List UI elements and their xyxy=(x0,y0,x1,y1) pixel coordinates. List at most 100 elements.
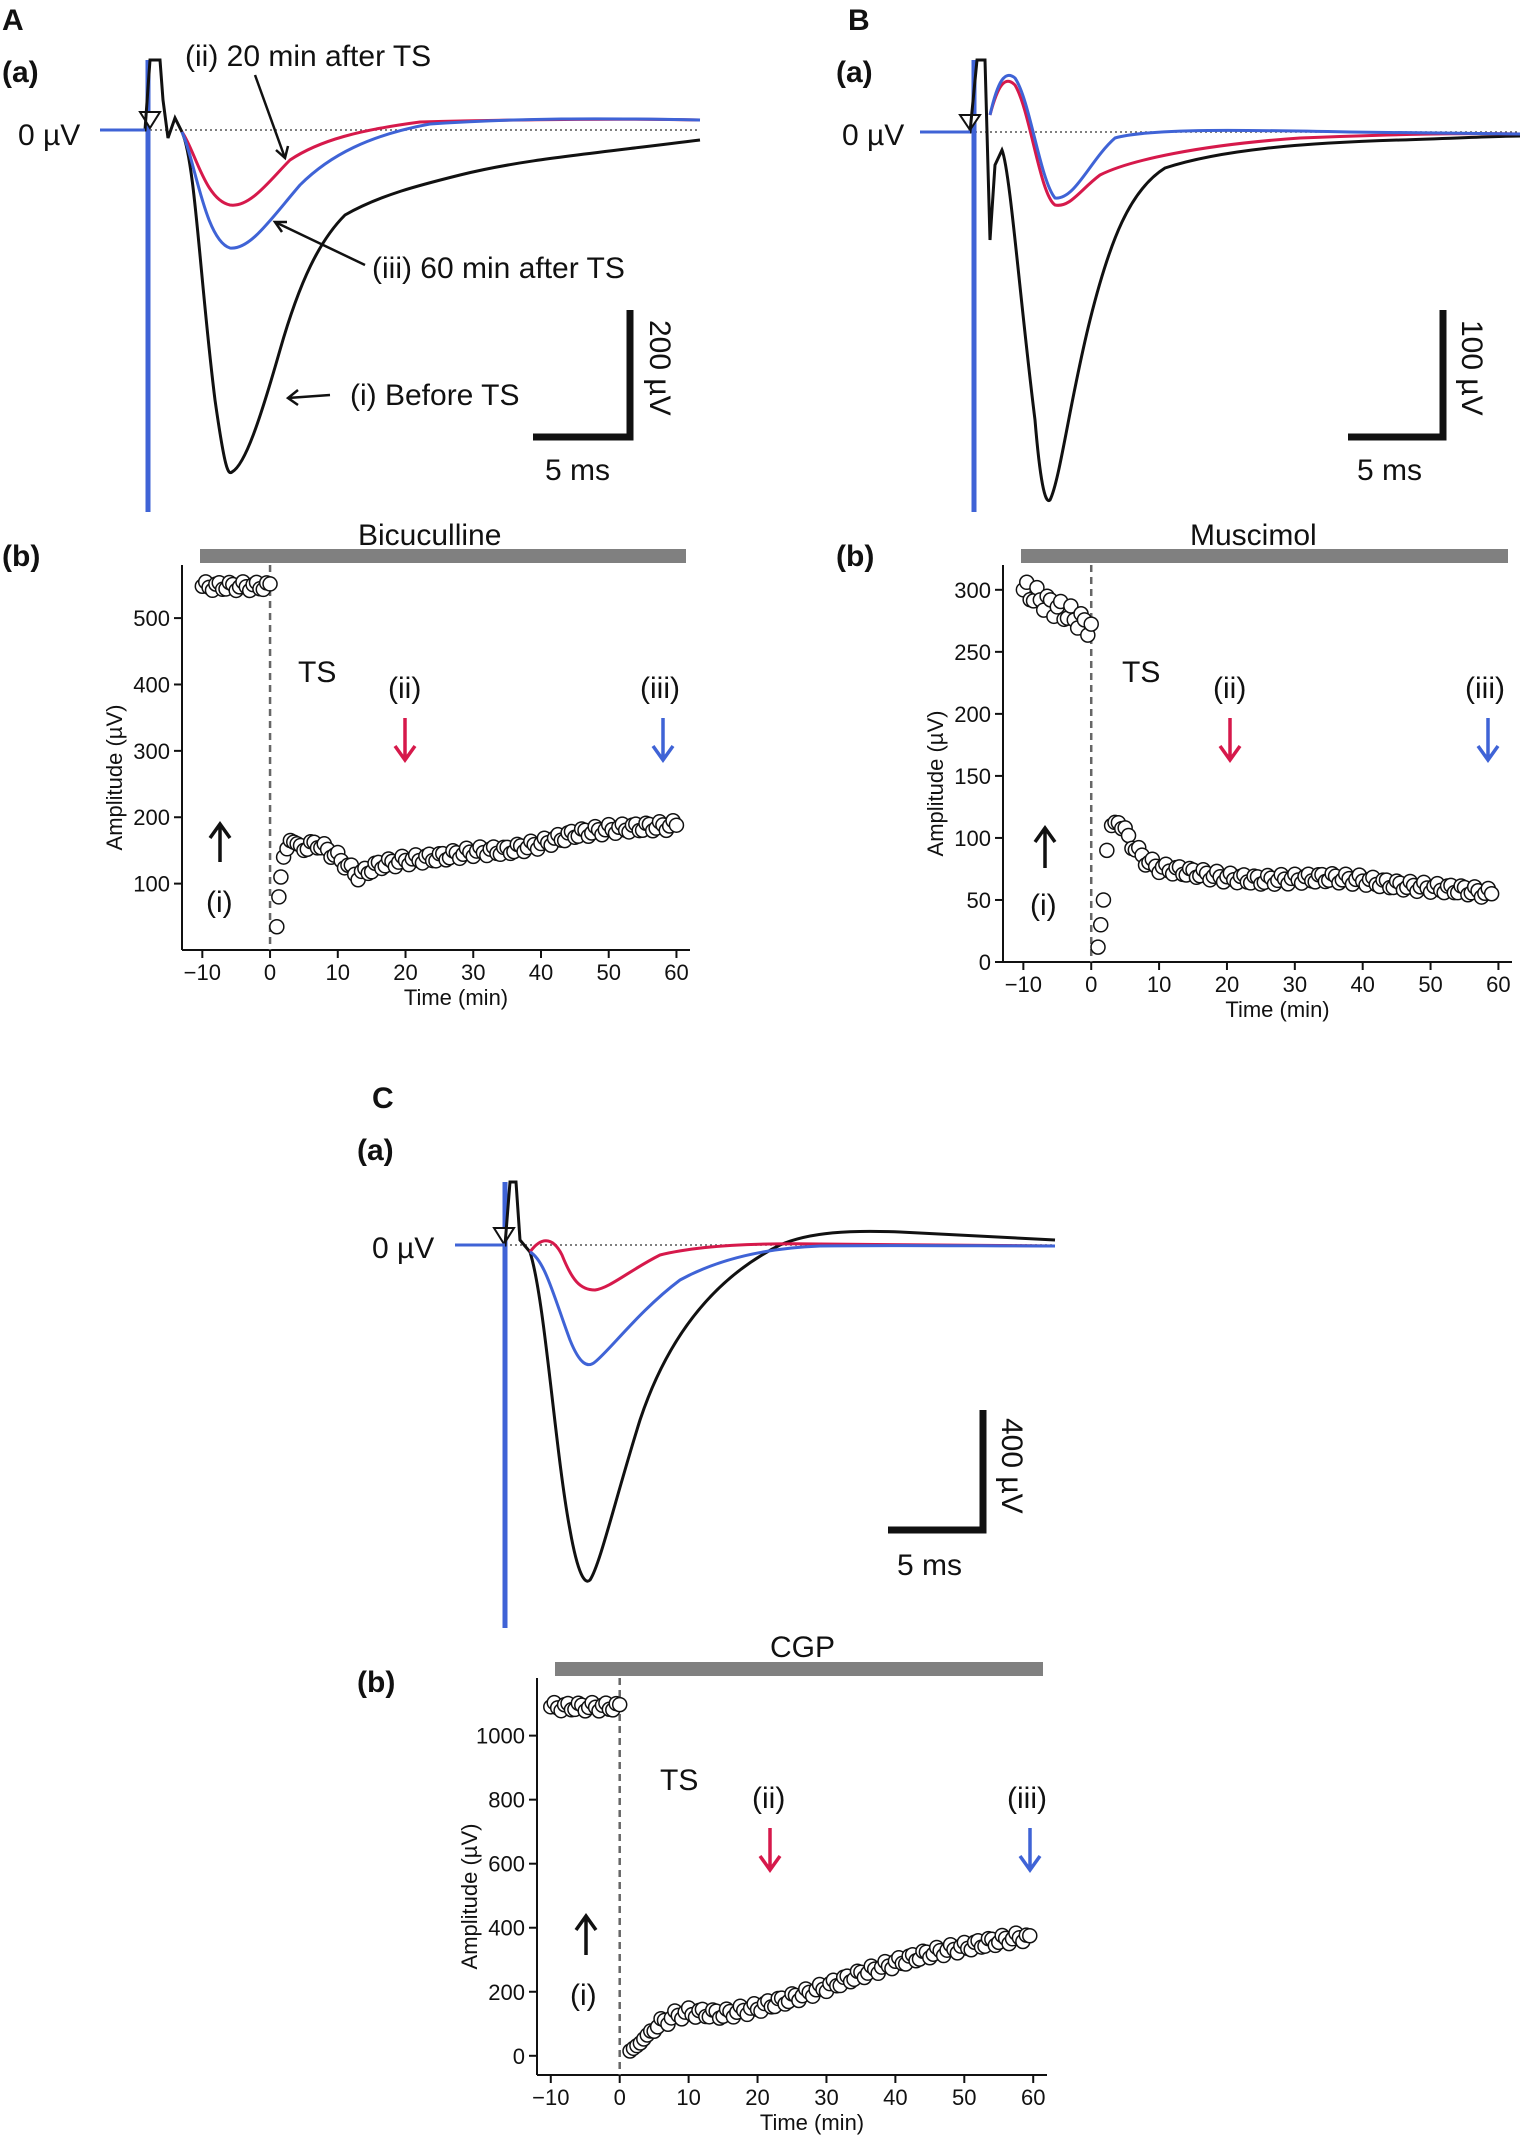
drug-label-a: Bicuculline xyxy=(358,519,501,552)
post-ts-point xyxy=(1092,917,1109,933)
arrow-iii-b xyxy=(1476,718,1500,764)
scatter-plot-a: −10 0 10 20 30 40 50 60 100 200 300 400 500 Time (min… xyxy=(102,549,690,1010)
post-ts-point xyxy=(273,869,289,885)
post-ts-point xyxy=(1099,842,1115,859)
arrow-label-ii-a: (ii) xyxy=(388,672,421,705)
x-tick-label-c: 0 xyxy=(614,2085,626,2110)
arrow-label-iii-a: (iii) xyxy=(640,672,680,705)
subpanel-label-b-b: (b) xyxy=(836,540,874,573)
arrow-label-ii-b: (ii) xyxy=(1213,672,1246,705)
annotation-arrowhead-ii-a xyxy=(275,145,290,161)
x-tick-label-b: 20 xyxy=(1215,972,1239,997)
drug-label-c: CGP xyxy=(770,1631,835,1664)
drug-bar-c xyxy=(555,1662,1043,1676)
panel-c: C (a) 0 µV 400 µV 5 ms (b) CGP −10 0 10 20 3… xyxy=(357,1082,1056,2135)
y-tick-label-c: 200 xyxy=(488,1980,525,2005)
y-tick-label-c: 400 xyxy=(488,1916,525,1941)
x-tick-label-c: 40 xyxy=(883,2085,907,2110)
trace-plot-a: 0 µV (ii) 20 min after TS (iii) 60 min a… xyxy=(18,40,701,512)
x-tick-label-a: 20 xyxy=(393,960,417,985)
x-tick-label-b: 50 xyxy=(1418,972,1442,997)
trace-20min-c xyxy=(455,1239,1056,1292)
stim-marker-c xyxy=(492,1227,516,1246)
trace-plot-c: 0 µV 400 µV 5 ms xyxy=(372,1180,1056,1628)
trace-60min-c xyxy=(455,1243,1056,1367)
trace-before-ts-b xyxy=(920,58,1521,503)
zero-label-b: 0 µV xyxy=(842,119,904,152)
post-ts-point xyxy=(668,817,685,833)
x-tick-label-b: 0 xyxy=(1085,972,1097,997)
stim-marker-a xyxy=(138,111,162,130)
arrow-i-b xyxy=(1033,824,1057,868)
y-tick-label-b: 100 xyxy=(954,826,991,851)
y-tick-label-c: 800 xyxy=(488,1788,525,1813)
arrow-ii-a xyxy=(393,718,417,764)
scalebar-voltage-c: 400 µV xyxy=(995,1418,1028,1514)
scalebar-b xyxy=(1348,310,1447,441)
post-ts-point xyxy=(271,889,287,905)
zero-label-c: 0 µV xyxy=(372,1232,434,1265)
x-axis-label-b: Time (min) xyxy=(1225,997,1329,1022)
post-ts-point xyxy=(269,919,285,935)
x-tick-label-b: 60 xyxy=(1486,972,1510,997)
annotation-arrow-iii-a xyxy=(274,220,366,267)
post-ts-point xyxy=(1120,827,1137,844)
annotation-ii-a: (ii) 20 min after TS xyxy=(185,40,431,73)
arrow-label-ii-c: (ii) xyxy=(752,1782,785,1815)
x-tick-label-a: 50 xyxy=(596,960,620,985)
scalebar-a xyxy=(533,310,634,441)
x-tick-label-a: 40 xyxy=(529,960,553,985)
arrow-label-iii-b: (iii) xyxy=(1465,672,1505,705)
y-tick-label-b: 50 xyxy=(967,888,991,913)
post-ts-point xyxy=(1095,892,1112,908)
y-axis-label-a: Amplitude (µV) xyxy=(102,705,127,851)
drug-bar-b xyxy=(1021,549,1508,563)
x-tick-label-c: 10 xyxy=(676,2085,700,2110)
trace-before-ts-c xyxy=(455,1180,1056,1583)
x-tick-label-b: 30 xyxy=(1283,972,1307,997)
x-tick-label-a: 30 xyxy=(461,960,485,985)
y-tick-label-a: 300 xyxy=(133,739,170,764)
x-tick-label-a: 10 xyxy=(326,960,350,985)
y-tick-label-c: 0 xyxy=(513,2044,525,2069)
baseline-point xyxy=(1083,616,1099,632)
x-axis-label-c: Time (min) xyxy=(760,2110,864,2135)
x-tick-label-b: 40 xyxy=(1350,972,1374,997)
subpanel-label-a-a: (a) xyxy=(2,56,39,89)
panel-letter-a: A xyxy=(2,4,24,37)
panel-b: B (a) 0 µV 100 µV 5 ms (b) Muscimol −10 0… xyxy=(836,4,1521,1022)
y-tick-label-b: 250 xyxy=(954,640,991,665)
y-tick-label-a: 200 xyxy=(133,805,170,830)
trace-60min-b xyxy=(920,73,1521,200)
x-tick-label-a: 0 xyxy=(264,960,276,985)
annotation-arrowhead-iii-a xyxy=(272,220,287,233)
subpanel-label-a-b: (b) xyxy=(2,540,40,573)
scatter-plot-b: −10 0 10 20 30 40 50 60 0 50 100 150 200 250 300 Time (… xyxy=(923,549,1512,1022)
y-tick-label-a: 100 xyxy=(133,872,170,897)
subpanel-label-b-a: (a) xyxy=(836,56,873,89)
scalebar-time-a: 5 ms xyxy=(545,454,610,487)
ts-label-a: TS xyxy=(298,656,336,689)
y-tick-label-b: 150 xyxy=(954,764,991,789)
x-axis-label-a: Time (min) xyxy=(404,985,508,1010)
zero-label-a: 0 µV xyxy=(18,119,80,152)
scalebar-voltage-b: 100 µV xyxy=(1455,320,1488,416)
subpanel-label-c-a: (a) xyxy=(357,1134,394,1167)
y-axis-label-c: Amplitude (µV) xyxy=(457,1824,482,1970)
scalebar-voltage-a: 200 µV xyxy=(643,320,676,416)
drug-bar-a xyxy=(200,549,686,563)
x-tick-label-b: 10 xyxy=(1147,972,1171,997)
x-tick-label-c: 20 xyxy=(745,2085,769,2110)
scalebar-time-c: 5 ms xyxy=(897,1549,962,1582)
x-tick-label-b: −10 xyxy=(1005,972,1042,997)
panel-a: A (a) 0 µV (ii) 20 min after TS (iii) 60… xyxy=(2,4,701,1010)
baseline-point xyxy=(262,576,278,592)
arrow-ii-b xyxy=(1218,718,1242,764)
trace-60min-a xyxy=(100,117,701,250)
panel-letter-c: C xyxy=(372,1082,394,1115)
y-tick-label-c: 600 xyxy=(488,1852,525,1877)
subpanel-label-c-b: (b) xyxy=(357,1666,395,1699)
annotation-arrow-ii-a xyxy=(253,74,287,159)
